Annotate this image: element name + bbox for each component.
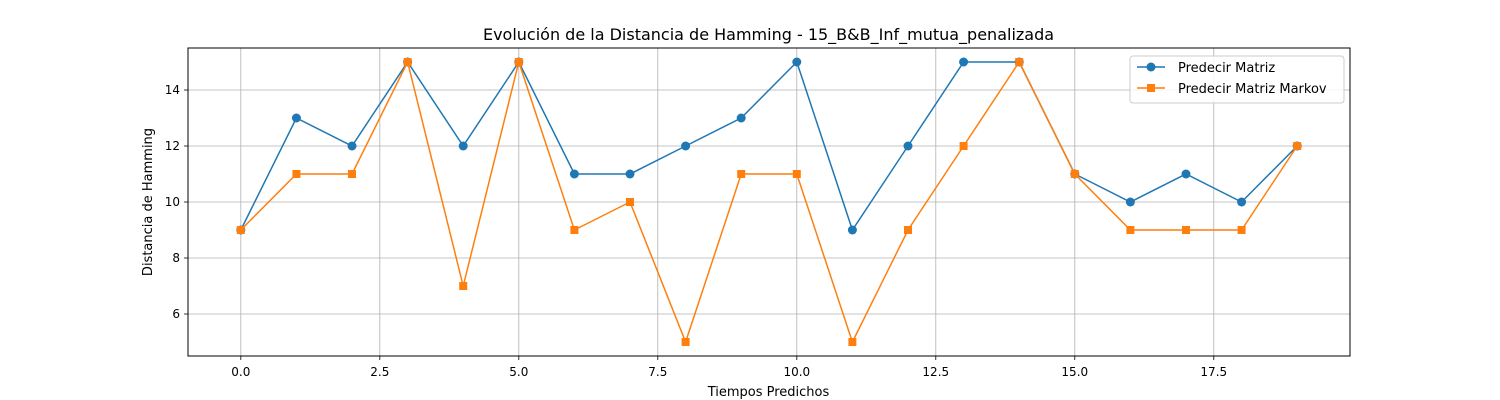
x-tick-label: 0.0 [231,365,250,379]
data-point [569,169,579,179]
data-point [1126,226,1135,234]
data-point [625,169,635,179]
x-axis-label: Tiempos Predichos [707,385,830,400]
data-point [959,57,969,67]
data-point [903,226,912,234]
data-point [292,170,301,178]
data-point [1070,170,1079,178]
data-point [848,338,857,346]
data-point [1181,169,1191,179]
legend-box [1129,55,1345,104]
series-layer [236,57,1302,346]
legend-label-predecir-matriz-markov: Predecir Matriz Markov [1178,82,1327,97]
x-axis-ticks: 0.0 2.5 5.0 7.5 10.0 12.5 15.0 17.5 [231,356,1227,379]
data-point [626,198,635,206]
chart-title: Evolución de la Distancia de Hamming - 1… [483,25,1054,45]
legend-marker-predecir-matriz-markov [1147,84,1155,92]
data-point [792,57,802,67]
data-point [792,170,801,178]
data-point [1181,226,1190,234]
y-axis-label: Distancia de Hamming [141,128,156,276]
data-point [236,226,245,234]
x-tick-label: 15.0 [1061,365,1088,379]
x-tick-label: 5.0 [509,365,528,379]
x-tick-label: 2.5 [370,365,389,379]
series-line [240,60,1298,232]
data-point [570,226,579,234]
data-point [903,141,913,151]
data-point [1237,197,1247,207]
y-tick-label: 8 [172,251,180,265]
data-point [1015,58,1024,66]
data-point [348,170,357,178]
y-tick-label: 10 [165,195,180,209]
x-tick-label: 12.5 [922,365,949,379]
data-point [347,141,357,151]
legend: Predecir Matriz Predecir Matriz Markov [1129,55,1345,104]
data-point [459,282,468,290]
x-tick-label: 7.5 [648,365,667,379]
y-axis-ticks: 6 8 10 12 14 [165,83,188,321]
data-point [1237,226,1246,234]
data-point [514,58,523,66]
data-point [403,58,412,66]
series-line [240,59,1298,345]
legend-marker-predecir-matriz [1146,62,1156,72]
legend-label-predecir-matriz: Predecir Matriz [1178,61,1275,76]
series-2 [236,58,1302,346]
y-tick-label: 6 [172,307,180,321]
data-point [681,338,690,346]
y-tick-label: 14 [165,83,180,97]
x-tick-label: 17.5 [1200,365,1227,379]
data-point [1125,197,1135,207]
data-point [681,141,691,151]
y-tick-label: 12 [165,139,180,153]
data-point [291,113,301,123]
data-point [1293,142,1302,150]
data-point [458,141,468,151]
data-point [959,142,968,150]
x-tick-label: 10.0 [783,365,810,379]
data-point [737,170,746,178]
data-point [736,113,746,123]
data-point [847,225,857,235]
